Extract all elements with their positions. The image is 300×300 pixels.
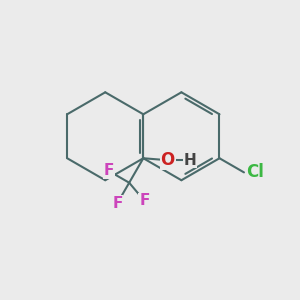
Text: O: O [160,151,175,169]
Text: Cl: Cl [246,164,264,181]
Text: F: F [112,196,123,211]
Text: H: H [184,153,196,168]
Text: F: F [139,193,149,208]
Text: F: F [103,164,114,178]
